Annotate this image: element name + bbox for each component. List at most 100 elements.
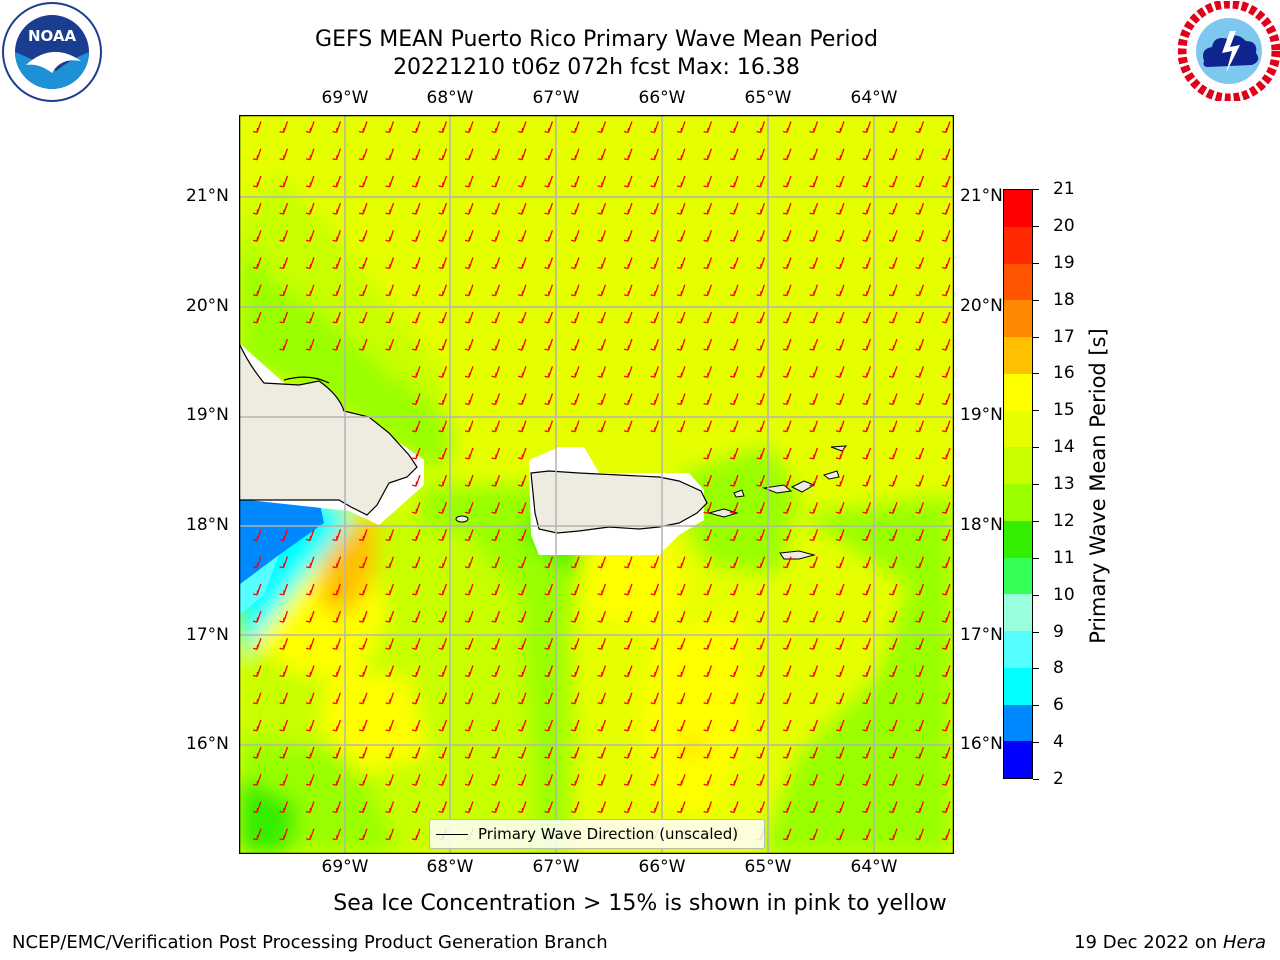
wave-arrow <box>411 665 421 678</box>
colorbar-label: Primary Wave Mean Period [s] <box>1086 328 1110 644</box>
wave-arrow <box>915 230 925 242</box>
wave-arrow <box>544 692 554 705</box>
coastline <box>283 376 330 384</box>
wave-arrow <box>491 311 501 324</box>
wave-arrow <box>623 148 633 161</box>
wave-arrow <box>862 121 872 134</box>
caption-wrap: Sea Ice Concentration > 15% is shown in … <box>0 891 1280 916</box>
wave-arrow <box>650 746 660 759</box>
wave-arrow <box>915 583 925 596</box>
wave-arrow <box>305 828 315 841</box>
wave-arrow <box>517 338 527 351</box>
wave-arrow <box>305 692 315 705</box>
wave-arrow <box>305 148 315 161</box>
wave-arrow <box>597 746 607 759</box>
colorbar-tick-label: 14 <box>1053 437 1075 458</box>
wave-arrow <box>782 801 792 814</box>
wave-arrow <box>862 665 872 678</box>
wave-arrow <box>729 746 739 759</box>
lat-tick-left: 17°N <box>186 625 229 645</box>
period-contours <box>239 175 954 854</box>
wave-arrow <box>623 665 633 678</box>
wave-arrow <box>570 610 580 623</box>
wave-arrow <box>756 366 766 378</box>
wave-arrow <box>252 665 262 678</box>
wave-arrow <box>703 420 713 433</box>
wave-arrow <box>570 284 580 297</box>
wave-arrow <box>517 746 527 759</box>
colorbar-tick-mark <box>1033 742 1039 744</box>
colorbar-tick-mark <box>1033 447 1039 449</box>
wave-arrow <box>491 366 501 378</box>
wave-arrow <box>597 583 607 596</box>
wave-arrow <box>915 474 925 487</box>
wave-arrow <box>729 665 739 678</box>
wave-arrow <box>888 774 898 786</box>
wave-arrow <box>252 610 262 623</box>
wave-arrow <box>915 311 925 324</box>
wave-arrow <box>358 121 368 134</box>
colorbar-tick-label: 2 <box>1053 769 1064 789</box>
wave-arrow <box>464 719 474 732</box>
wave-arrow <box>438 474 448 487</box>
colorbar-segment <box>1004 520 1032 558</box>
wave-arrow <box>888 366 898 378</box>
colorbar-tick-mark <box>1033 631 1039 633</box>
wave-arrow <box>305 311 315 324</box>
wave-arrow <box>279 801 289 814</box>
wave-arrow <box>888 393 898 406</box>
wave-arrow <box>835 420 845 433</box>
wave-arrow <box>862 366 872 378</box>
wave-arrow <box>517 284 527 297</box>
wave-arrow <box>650 284 660 297</box>
wave-arrow <box>809 338 819 351</box>
wave-arrow <box>438 284 448 297</box>
wave-arrow <box>411 828 421 841</box>
wave-arrow <box>835 366 845 378</box>
wave-arrow <box>676 121 686 134</box>
wave-arrow <box>835 610 845 623</box>
wave-arrow <box>252 774 262 786</box>
map-panel[interactable] <box>239 115 954 854</box>
wave-arrow <box>809 746 819 759</box>
wave-arrow <box>862 284 872 297</box>
wave-arrow <box>809 393 819 406</box>
colorbar-tick-label: 18 <box>1053 289 1075 310</box>
wave-arrow <box>835 556 845 569</box>
wave-arrow <box>809 257 819 270</box>
wave-arrow <box>729 474 739 487</box>
wave-arrow <box>358 311 368 324</box>
wave-arrow <box>729 801 739 814</box>
wave-arrow <box>438 638 448 650</box>
colorbar-tick-label: 4 <box>1053 732 1064 753</box>
wave-arrow <box>491 175 501 188</box>
wave-arrow <box>517 420 527 433</box>
wave-arrow <box>305 257 315 270</box>
wave-arrow <box>756 148 766 161</box>
wave-arrow <box>650 202 660 215</box>
colorbar-segment <box>1004 704 1032 742</box>
wave-arrow <box>623 284 633 297</box>
wave-arrow <box>915 502 925 514</box>
lon-tick-top: 67°W <box>532 88 580 108</box>
wave-arrow <box>597 692 607 705</box>
wave-arrow <box>756 583 766 596</box>
wave-arrow <box>358 692 368 705</box>
wave-arrow <box>464 311 474 324</box>
wave-arrow <box>941 121 951 134</box>
low-period-region <box>239 500 324 585</box>
wave-arrow <box>888 175 898 188</box>
wave-arrow <box>411 529 421 542</box>
wave-arrow <box>464 121 474 134</box>
wave-arrow <box>252 230 262 242</box>
wave-arrow <box>279 311 289 324</box>
wave-arrow <box>809 828 819 841</box>
wave-arrow <box>570 121 580 134</box>
wave-arrow <box>544 338 554 351</box>
wave-arrow <box>438 529 448 542</box>
wave-arrow <box>862 746 872 759</box>
footer-host: Hera <box>1222 932 1266 953</box>
wave-arrow <box>411 638 421 650</box>
wave-arrow <box>570 338 580 351</box>
wave-arrow <box>491 393 501 406</box>
